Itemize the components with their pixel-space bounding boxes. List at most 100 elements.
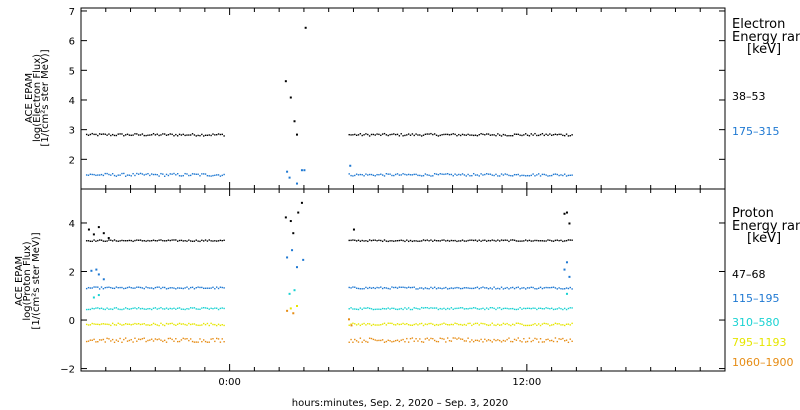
electron-data-point	[396, 173, 399, 175]
electron-data-point	[560, 174, 562, 176]
proton-data-point	[91, 307, 93, 310]
proton-data-point	[199, 324, 201, 327]
proton-data-point	[476, 286, 479, 288]
proton-data-point	[149, 240, 151, 242]
proton-data-point	[292, 232, 295, 235]
proton-data-point	[173, 323, 175, 326]
proton-data-point	[176, 340, 179, 343]
proton-data-point	[443, 239, 445, 241]
proton-data-point	[562, 288, 564, 290]
electron-data-point	[541, 132, 544, 135]
proton-data-point	[526, 340, 529, 343]
electron-data-point	[389, 173, 391, 175]
proton-data-point	[195, 308, 197, 310]
electron-data-point	[564, 134, 566, 137]
electron-data-point	[428, 174, 430, 176]
proton-data-point	[506, 322, 508, 325]
proton-data-point	[407, 324, 410, 326]
proton-data-point	[564, 307, 566, 310]
proton-data-point	[445, 323, 447, 325]
proton-data-point	[191, 323, 194, 325]
proton-data-point	[110, 324, 112, 327]
proton-data-point	[108, 286, 110, 288]
proton-data-point	[528, 324, 531, 327]
electron-data-point	[295, 182, 298, 185]
proton-data-point	[121, 286, 123, 289]
electron-data-point	[85, 174, 88, 176]
proton-data-point	[502, 288, 505, 290]
proton-data-point	[469, 239, 471, 241]
proton-data-point	[288, 292, 291, 295]
proton-data-point	[439, 287, 441, 289]
electron-data-point	[472, 134, 475, 137]
proton-data-point	[365, 324, 367, 326]
electron-data-point	[191, 133, 194, 135]
proton-data-point	[97, 239, 99, 242]
proton-data-point	[128, 323, 131, 325]
electron-data-point	[567, 174, 570, 177]
proton-data-point	[446, 239, 449, 242]
proton-data-point	[165, 240, 168, 242]
proton-data-point	[519, 288, 521, 290]
proton-data-point	[147, 339, 149, 342]
electron-data-point	[478, 175, 480, 177]
proton-data-point	[201, 286, 203, 289]
electron-data-point	[162, 133, 164, 135]
proton-data-point	[569, 307, 571, 309]
proton-data-point	[137, 307, 140, 309]
proton-data-point	[359, 337, 362, 339]
proton-data-point	[396, 287, 399, 289]
proton-data-point	[295, 266, 298, 269]
proton-data-point	[502, 239, 505, 242]
proton-data-point	[441, 287, 443, 290]
proton-data-point	[471, 307, 473, 310]
electron-data-point	[393, 174, 395, 177]
electron-data-point	[214, 134, 216, 136]
proton-data-point	[180, 287, 183, 289]
electron-data-point	[130, 134, 132, 137]
proton-data-point	[160, 339, 162, 341]
electron-data-point	[368, 173, 371, 176]
proton-data-point	[219, 307, 222, 310]
proton-data-point	[517, 322, 519, 324]
proton-y-tick-label: 2	[69, 268, 75, 279]
proton-data-point	[136, 239, 138, 241]
proton-data-point	[521, 287, 523, 289]
proton-data-point	[387, 240, 389, 243]
proton-data-point	[435, 307, 438, 309]
electron-data-point	[350, 134, 352, 136]
proton-data-point	[128, 239, 131, 242]
proton-data-point	[383, 287, 386, 289]
electron-data-point	[506, 135, 508, 137]
proton-data-point	[459, 323, 462, 326]
proton-data-point	[556, 323, 558, 325]
proton-data-point	[391, 286, 393, 288]
proton-data-point	[413, 240, 415, 242]
proton-data-point	[139, 308, 142, 310]
electron-data-point	[97, 134, 99, 137]
electron-data-point	[361, 134, 363, 137]
proton-data-point	[489, 287, 492, 289]
proton-data-point	[167, 287, 170, 290]
proton-data-point	[523, 337, 525, 340]
electron-data-point	[465, 134, 467, 136]
proton-data-point	[372, 308, 375, 311]
proton-data-point	[459, 240, 462, 242]
electron-data-point	[191, 173, 194, 175]
proton-data-point	[85, 323, 88, 326]
proton-data-point	[537, 323, 540, 325]
electron-data-point	[465, 175, 467, 177]
proton-data-point	[100, 307, 103, 309]
proton-data-point	[367, 322, 369, 325]
proton-data-point	[454, 307, 456, 310]
proton-panel: −2 0 2 4 ACE EPAM log(Proton Flux) [1/(cm²s…	[14, 188, 800, 376]
electron-data-point	[156, 133, 158, 135]
proton-data-point	[163, 308, 166, 310]
proton-data-point	[472, 287, 475, 290]
proton-data-point	[484, 287, 486, 289]
proton-data-point	[215, 307, 218, 309]
proton-data-point	[104, 240, 106, 242]
proton-data-point	[106, 307, 108, 309]
proton-data-point	[87, 240, 90, 242]
electron-data-point	[554, 133, 557, 135]
